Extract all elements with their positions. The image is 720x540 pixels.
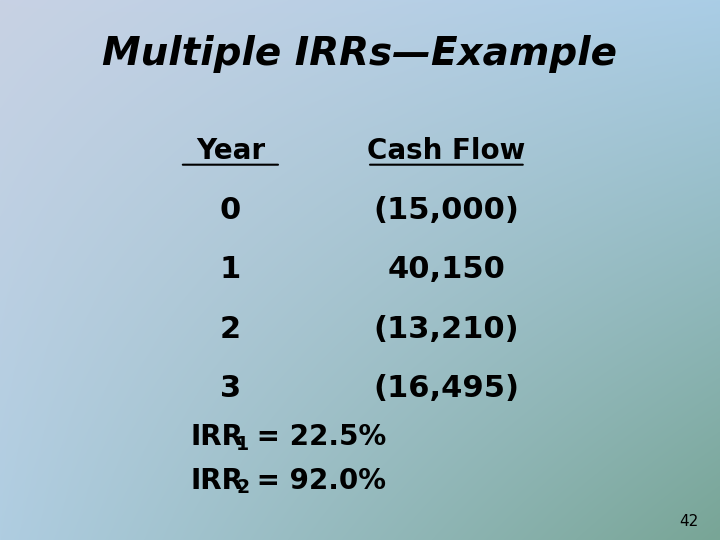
Text: 2: 2	[236, 478, 249, 497]
Text: = 22.5%: = 22.5%	[247, 423, 386, 451]
Text: 42: 42	[679, 514, 698, 529]
Text: 1: 1	[236, 435, 249, 454]
Text: 2: 2	[220, 315, 241, 344]
Text: 1: 1	[220, 255, 241, 285]
Text: 40,150: 40,150	[387, 255, 505, 285]
Text: Year: Year	[196, 137, 265, 165]
Text: (16,495): (16,495)	[374, 374, 519, 403]
Text: Multiple IRRs—Example: Multiple IRRs—Example	[102, 35, 618, 73]
Text: Cash Flow: Cash Flow	[367, 137, 526, 165]
Text: (13,210): (13,210)	[374, 315, 519, 344]
Text: 0: 0	[220, 196, 241, 225]
Text: IRR: IRR	[191, 467, 244, 495]
Text: (15,000): (15,000)	[374, 196, 519, 225]
Text: = 92.0%: = 92.0%	[247, 467, 386, 495]
Text: 3: 3	[220, 374, 241, 403]
Text: IRR: IRR	[191, 423, 244, 451]
